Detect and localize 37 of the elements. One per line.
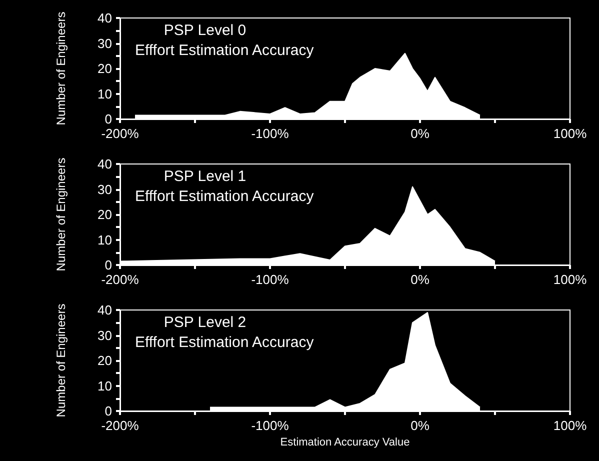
y-axis-title: Number of Engineers: [54, 158, 68, 272]
y-tick-label: 0: [104, 404, 112, 418]
y-tick-label: 30: [98, 328, 112, 343]
y-tick-label: 10: [98, 378, 112, 394]
text: Efffort Estimation Accuracy: [135, 334, 314, 351]
x-tick-label: -200%: [101, 126, 140, 141]
x-tick-label: -200%: [101, 272, 140, 287]
y-tick-label: 30: [98, 36, 112, 51]
chart-title: PSP Level 0: [164, 22, 246, 39]
y-axis-title: Number of Engineers: [54, 12, 68, 126]
x-tick-label: -100%: [251, 126, 290, 141]
x-axis-title: Estimation Accuracy Value: [280, 436, 410, 448]
y-tick-label: 20: [98, 61, 112, 76]
y-tick-label: 40: [98, 10, 112, 26]
y-tick-label: 20: [98, 353, 112, 368]
y-tick-label: 10: [98, 86, 112, 102]
x-tick-label: -100%: [251, 418, 290, 433]
y-tick-label: 20: [98, 207, 112, 222]
y-tick-label: 30: [98, 182, 112, 197]
text: Efffort Estimation Accuracy: [135, 42, 314, 59]
x-tick-label: -100%: [251, 272, 290, 287]
y-tick-label: 40: [98, 302, 112, 318]
y-axis-title: Number of Engineers: [54, 304, 68, 418]
x-tick-label: -200%: [101, 418, 140, 433]
x-tick-label: 100%: [553, 272, 588, 287]
y-tick-label: 10: [98, 232, 112, 248]
chart-title: PSP Level 1: [164, 168, 246, 185]
x-tick-label: 0%: [410, 272, 430, 287]
text: Efffort Estimation Accuracy: [135, 188, 314, 205]
y-tick-label: 0: [104, 112, 112, 126]
x-tick-label: 100%: [553, 126, 588, 141]
chart-title: PSP Level 2: [164, 314, 246, 331]
y-tick-label: 40: [98, 156, 112, 172]
x-tick-label: 0%: [410, 418, 430, 433]
x-tick-label: 0%: [410, 126, 430, 141]
x-tick-label: 100%: [553, 418, 588, 433]
y-tick-label: 0: [104, 258, 112, 272]
